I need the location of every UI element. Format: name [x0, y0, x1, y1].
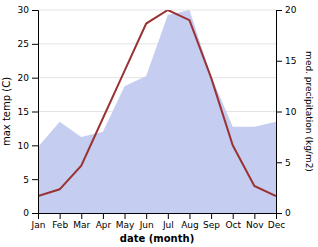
tick-label: Dec	[268, 220, 285, 230]
tick-mark	[32, 112, 38, 113]
tick: Jun	[139, 213, 154, 230]
tick: Sep	[203, 213, 220, 230]
tick-label: 30	[18, 5, 30, 15]
tick-label: Aug	[181, 220, 199, 230]
chart-svg: JanFebMarAprMayJunJulAugSepOctNovDec0510…	[0, 0, 318, 247]
tick-mark	[168, 213, 169, 219]
tick: 10	[18, 141, 38, 151]
tick-label: 20	[18, 73, 30, 83]
tick-mark	[276, 10, 282, 11]
y-axis: 0 5 10 15 20 25 30	[18, 5, 39, 218]
tick-label: 25	[18, 39, 29, 49]
tick-label: 5	[285, 158, 291, 168]
tick-mark	[276, 162, 282, 163]
tick-mark	[32, 145, 38, 146]
tick-label: 10	[18, 141, 30, 151]
y2-axis: 0 5 10 15 20	[276, 5, 297, 218]
grid-line	[38, 10, 276, 11]
tick: Jan	[31, 213, 46, 230]
tick: 15	[276, 56, 296, 66]
tick-mark	[60, 213, 61, 219]
tick: Aug	[181, 213, 199, 230]
tick-label: 10	[285, 107, 297, 117]
tick-label: 20	[285, 5, 297, 15]
tick: Jul	[162, 213, 174, 230]
tick-label: Jul	[162, 220, 174, 230]
tick: 0	[23, 208, 38, 218]
tick-mark	[32, 213, 38, 214]
tick: Nov	[246, 213, 264, 230]
tick: 5	[23, 175, 38, 185]
area	[38, 10, 276, 213]
tick-mark	[276, 213, 282, 214]
x-axis: Jan Feb Mar Apr May Jun Jul Aug Sep Oct Nov Dec	[31, 213, 286, 230]
tick-label: Oct	[225, 220, 241, 230]
tick-mark	[189, 213, 190, 219]
tick-label: Jan	[31, 220, 46, 230]
tick-label: Apr	[96, 220, 112, 230]
tick-mark	[254, 213, 255, 219]
tick: 15	[18, 107, 38, 117]
tick: Apr	[96, 213, 112, 230]
tick-mark	[81, 213, 82, 219]
tick-label: 5	[23, 175, 29, 185]
tick: 5	[276, 158, 291, 168]
tick: 20	[276, 5, 297, 15]
tick-mark	[276, 112, 282, 113]
tick-label: Jun	[139, 220, 154, 230]
tick-mark	[32, 78, 38, 79]
chart-container: JanFebMarAprMayJunJulAugSepOctNovDec0510…	[0, 0, 318, 247]
tick-mark	[103, 213, 104, 219]
tick-mark	[125, 213, 126, 219]
tick-mark	[32, 10, 38, 11]
tick-mark	[32, 44, 38, 45]
axis-line	[32, 11, 39, 214]
tick-label: 0	[23, 208, 29, 218]
tick-label: 15	[18, 107, 29, 117]
grid-line	[38, 43, 276, 44]
tick-mark	[146, 213, 147, 219]
plot: JanFebMarAprMayJunJulAugSepOctNovDec0510…	[18, 5, 297, 230]
tick: Feb	[52, 213, 68, 230]
tick: 20	[18, 73, 38, 83]
tick: Dec	[268, 213, 285, 230]
y-axis-title: max temp (C)	[1, 77, 12, 146]
tick-mark	[233, 213, 234, 219]
tick-mark	[276, 61, 282, 62]
tick: Mar	[73, 213, 90, 230]
tick-label: Sep	[203, 220, 220, 230]
y2-axis-title: med. precipitation (kg/m2)	[304, 51, 314, 172]
line	[38, 10, 276, 196]
marks	[38, 10, 276, 213]
tick-mark	[32, 179, 38, 180]
tick: 30	[18, 5, 38, 15]
tick-label: Nov	[246, 220, 264, 230]
axis-line	[39, 214, 277, 220]
tick-mark	[211, 213, 212, 219]
tick-label: 15	[285, 56, 296, 66]
axis-line	[277, 11, 283, 214]
tick: 0	[276, 208, 291, 218]
tick-label: May	[116, 220, 135, 230]
tick: Oct	[225, 213, 241, 230]
tick: 25	[18, 39, 38, 49]
tick: May	[116, 213, 135, 230]
tick-label: 0	[285, 208, 291, 218]
x-axis-title: date (month)	[120, 233, 194, 244]
tick-label: Mar	[73, 220, 90, 230]
tick: 10	[276, 107, 297, 117]
tick-label: Feb	[52, 220, 68, 230]
grid	[38, 10, 276, 213]
